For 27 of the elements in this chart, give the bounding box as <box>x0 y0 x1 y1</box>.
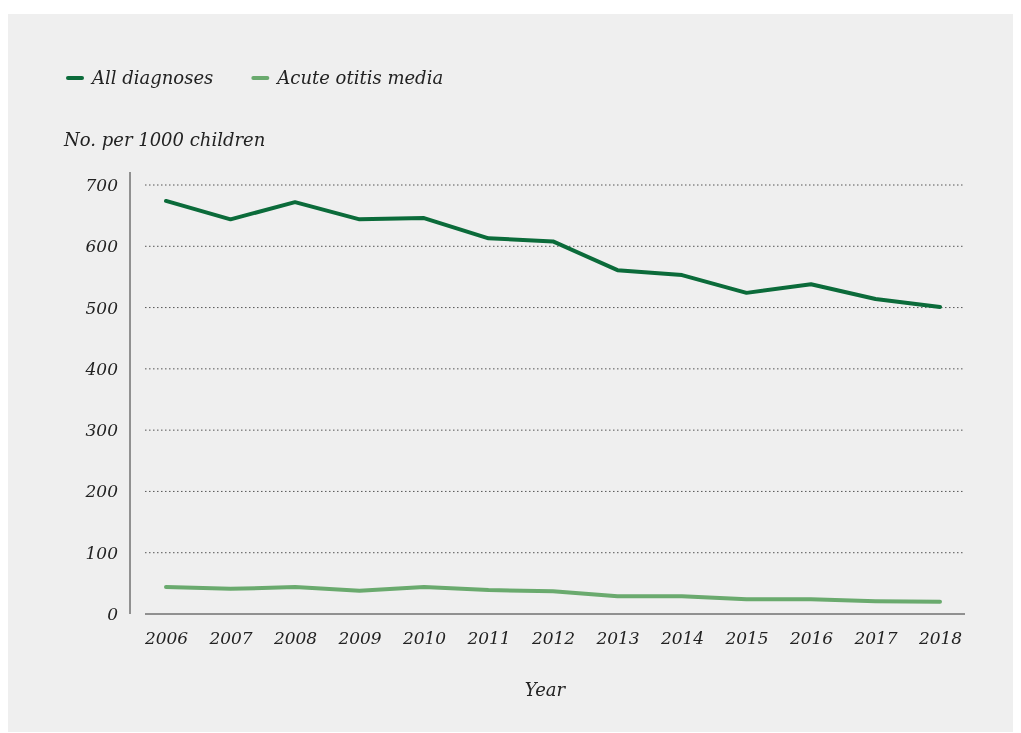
legend-label: All diagnoses <box>90 67 214 88</box>
x-tick-label: 2012 <box>530 628 576 649</box>
x-tick-label: 2015 <box>724 628 769 649</box>
y-tick-label: 400 <box>84 358 119 379</box>
x-tick-label: 2007 <box>208 628 253 649</box>
x-tick-label: 2018 <box>917 628 963 649</box>
y-tick-label: 0 <box>107 603 119 624</box>
x-tick-label: 2006 <box>143 628 189 649</box>
line-series <box>164 585 942 604</box>
x-tick-label: 2013 <box>595 628 640 649</box>
legend-label: Acute otitis media <box>275 67 444 88</box>
x-tick-label: 2011 <box>466 628 511 649</box>
x-tick-label: 2009 <box>337 628 382 649</box>
x-tick-label: 2010 <box>401 628 447 649</box>
y-tick-label: 200 <box>84 481 119 502</box>
x-tick-label: 2014 <box>659 628 705 649</box>
y-tick-label: 500 <box>85 297 119 318</box>
x-tick-label: 2016 <box>788 628 834 649</box>
line-series <box>164 198 942 309</box>
x-axis-title: Year <box>524 679 567 700</box>
y-tick-label: 700 <box>85 174 119 195</box>
x-tick-label: 2008 <box>272 628 318 649</box>
x-tick-label: 2017 <box>853 628 898 649</box>
y-tick-label: 600 <box>85 236 119 257</box>
y-tick-label: 100 <box>85 542 119 563</box>
y-axis-title: No. per 1000 children <box>63 129 266 150</box>
y-tick-label: 300 <box>85 420 119 441</box>
